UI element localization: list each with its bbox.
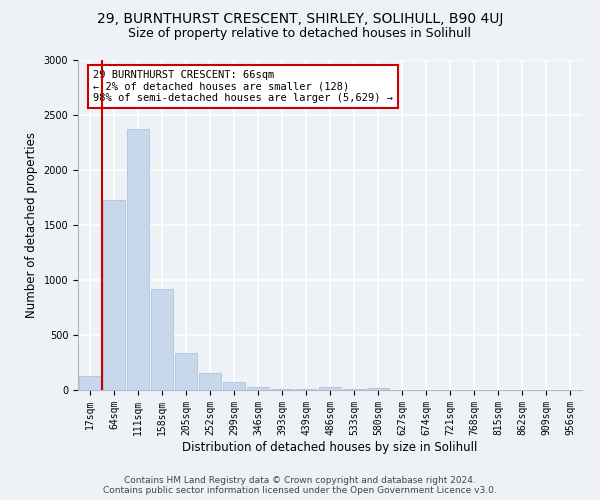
Text: Contains HM Land Registry data © Crown copyright and database right 2024.
Contai: Contains HM Land Registry data © Crown c… — [103, 476, 497, 495]
Bar — [79, 376, 101, 390]
Bar — [127, 130, 149, 390]
Y-axis label: Number of detached properties: Number of detached properties — [25, 132, 38, 318]
Bar — [223, 382, 245, 390]
Bar — [175, 352, 197, 390]
Bar — [367, 388, 389, 390]
Text: 29 BURNTHURST CRESCENT: 66sqm
← 2% of detached houses are smaller (128)
98% of s: 29 BURNTHURST CRESCENT: 66sqm ← 2% of de… — [93, 70, 393, 103]
Text: 29, BURNTHURST CRESCENT, SHIRLEY, SOLIHULL, B90 4UJ: 29, BURNTHURST CRESCENT, SHIRLEY, SOLIHU… — [97, 12, 503, 26]
Bar — [103, 200, 125, 390]
Bar — [151, 289, 173, 390]
Bar — [247, 386, 269, 390]
X-axis label: Distribution of detached houses by size in Solihull: Distribution of detached houses by size … — [182, 440, 478, 454]
Bar — [319, 387, 341, 390]
Bar — [199, 373, 221, 390]
Text: Size of property relative to detached houses in Solihull: Size of property relative to detached ho… — [128, 28, 472, 40]
